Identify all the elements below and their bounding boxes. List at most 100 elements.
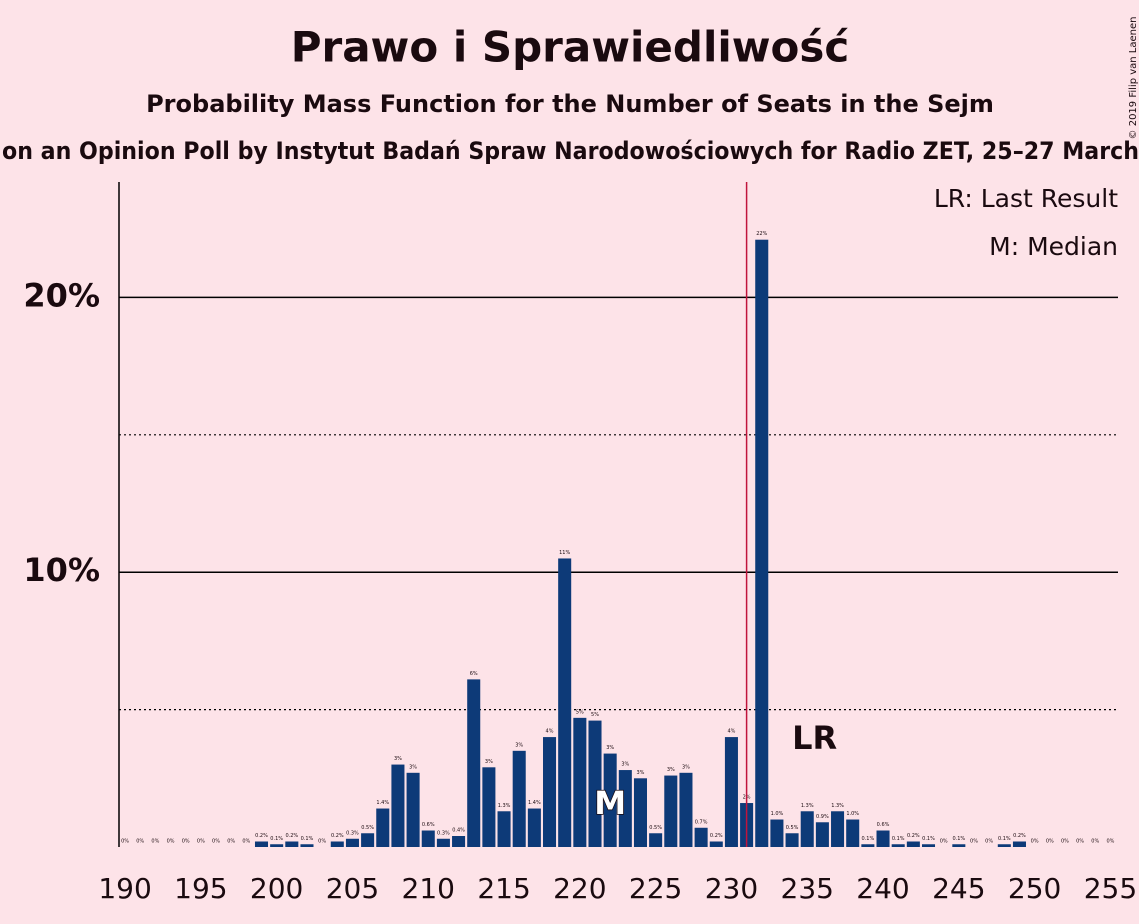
bar <box>421 830 435 847</box>
bar <box>694 827 708 847</box>
bar <box>876 830 890 847</box>
bar <box>815 822 829 847</box>
bar <box>1012 841 1026 847</box>
y-tick-label: 10% <box>23 551 100 589</box>
value-label: 0.1% <box>922 836 935 842</box>
value-label: 0.2% <box>331 833 344 839</box>
y-tick-label: 20% <box>23 276 100 314</box>
x-tick-label: 215 <box>477 872 530 905</box>
bar <box>770 819 784 847</box>
value-label: 0% <box>970 839 978 845</box>
bar <box>861 844 875 847</box>
value-label: 0.4% <box>452 828 465 834</box>
value-label: 0% <box>212 839 220 845</box>
value-label: 0.2% <box>710 833 723 839</box>
bar <box>452 836 466 847</box>
bar <box>755 239 769 847</box>
bar <box>633 778 647 847</box>
x-tick-label: 225 <box>629 872 682 905</box>
value-label: 0.1% <box>892 836 905 842</box>
bar <box>467 679 481 847</box>
x-tick-label: 230 <box>705 872 758 905</box>
value-label: 3% <box>667 767 675 773</box>
value-label: 0.5% <box>786 825 799 831</box>
value-label: 3% <box>637 770 645 776</box>
bar <box>285 841 299 847</box>
bar <box>254 841 269 847</box>
value-label: 3% <box>606 745 614 751</box>
bar <box>846 819 860 847</box>
bar <box>391 764 405 847</box>
legend-entry: LR: Last Result <box>934 184 1118 213</box>
x-tick-label: 255 <box>1084 872 1137 905</box>
bar <box>891 844 905 847</box>
bar <box>906 841 920 847</box>
chart-subtitle-2: on an Opinion Poll by Instytut Badań Spr… <box>2 137 1139 165</box>
bar <box>800 811 814 847</box>
value-label: 3% <box>621 762 629 768</box>
bar <box>300 844 314 847</box>
x-tick-label: 195 <box>174 872 227 905</box>
bar <box>831 811 845 847</box>
bar <box>997 844 1011 847</box>
last-result-label: LR <box>792 719 837 757</box>
bar <box>270 844 284 847</box>
value-label: 0.7% <box>695 819 708 825</box>
bar <box>330 841 344 847</box>
value-label: 0% <box>1091 839 1099 845</box>
value-label: 0.2% <box>255 833 268 839</box>
value-label: 5% <box>576 709 584 715</box>
x-tick-label: 220 <box>553 872 606 905</box>
x-tick-label: 240 <box>856 872 909 905</box>
value-label: 11% <box>559 550 570 556</box>
value-label: 3% <box>515 742 523 748</box>
chart-title: Prawo i Sprawiedliwość <box>291 23 850 72</box>
value-label: 0% <box>136 839 144 845</box>
value-label: 22% <box>756 231 767 237</box>
value-label: 4% <box>546 729 554 735</box>
value-label: 3% <box>682 764 690 770</box>
value-label: 0.2% <box>907 833 920 839</box>
value-label: 3% <box>409 764 417 770</box>
bar <box>527 808 541 847</box>
value-label: 3% <box>394 756 402 762</box>
value-label: 1.3% <box>831 803 844 809</box>
bar <box>345 838 359 847</box>
bar <box>603 753 617 847</box>
value-label: 0% <box>227 839 235 845</box>
median-label: M <box>594 784 626 822</box>
value-label: 0.1% <box>862 836 875 842</box>
legend-entry: M: Median <box>989 232 1118 261</box>
value-label: 1.4% <box>376 800 389 806</box>
bar <box>482 767 496 847</box>
value-label: 0.3% <box>346 830 359 836</box>
value-label: 6% <box>470 671 478 677</box>
x-tick-label: 210 <box>402 872 455 905</box>
value-label: 0.5% <box>361 825 374 831</box>
value-label: 1.0% <box>846 811 859 817</box>
value-label: 0% <box>151 839 159 845</box>
value-label: 0% <box>1106 839 1114 845</box>
value-label: 0.3% <box>437 830 450 836</box>
value-label: 1.3% <box>498 803 511 809</box>
value-label: 0% <box>1046 839 1054 845</box>
value-label: 0.5% <box>649 825 662 831</box>
bar <box>952 844 966 847</box>
x-tick-label: 235 <box>781 872 834 905</box>
value-label: 0% <box>182 839 190 845</box>
value-label: 0% <box>167 839 175 845</box>
x-tick-label: 205 <box>326 872 379 905</box>
value-label: 0.9% <box>816 814 829 820</box>
bar <box>588 720 602 847</box>
value-label: 0.1% <box>998 836 1011 842</box>
bar <box>558 558 572 847</box>
copyright: © 2019 Filip van Laenen <box>1128 17 1139 140</box>
value-label: 0% <box>1076 839 1084 845</box>
bar <box>709 841 723 847</box>
value-label: 5% <box>591 712 599 718</box>
value-label: 0% <box>940 839 948 845</box>
x-tick-label: 190 <box>98 872 151 905</box>
value-label: 0.2% <box>1013 833 1026 839</box>
value-label: 0% <box>242 839 250 845</box>
